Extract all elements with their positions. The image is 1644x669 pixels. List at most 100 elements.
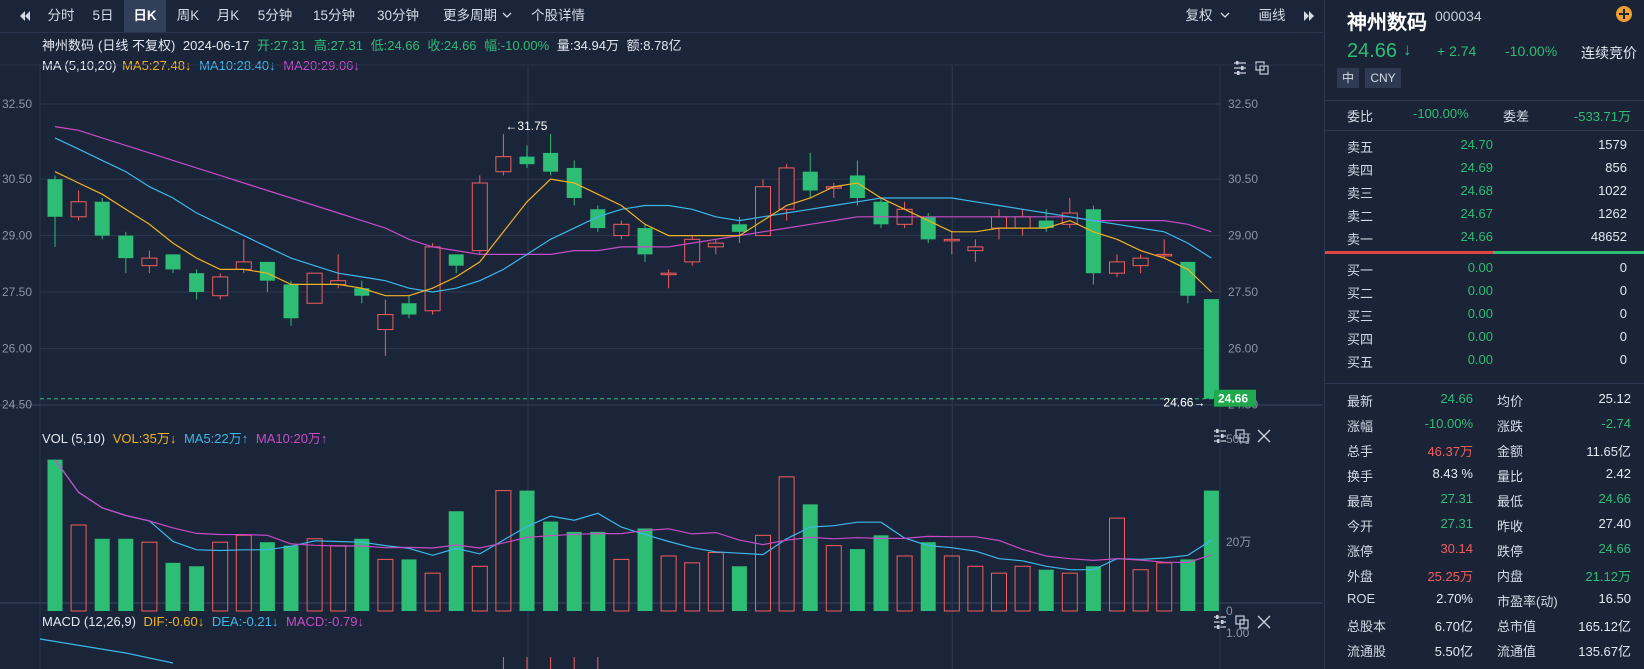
stat-value: 27.40 bbox=[1598, 516, 1631, 531]
candle-body-down bbox=[1203, 299, 1219, 399]
stat-row: 今开 27.31 昨收 27.40 bbox=[1325, 516, 1644, 538]
close-icon[interactable] bbox=[1257, 429, 1271, 443]
volume-bar-down bbox=[873, 535, 889, 611]
panel-stock-code: 000034 bbox=[1435, 8, 1482, 24]
ma20-line bbox=[54, 126, 1212, 255]
volume-bar-down bbox=[165, 562, 181, 611]
ask-row[interactable]: 卖三 24.68 1022 bbox=[1325, 183, 1644, 205]
volume-bar-up bbox=[943, 555, 960, 612]
ask-row[interactable]: 卖五 24.70 1579 bbox=[1325, 137, 1644, 159]
volume-bar-up bbox=[1109, 517, 1125, 612]
volume-bar-down bbox=[94, 538, 110, 611]
volume-bar-up bbox=[613, 558, 630, 612]
low-price-marker: 24.66→ bbox=[1163, 396, 1205, 410]
vol-legend-label: VOL (5,10) bbox=[42, 431, 106, 446]
bid-price: 0.00 bbox=[1467, 306, 1493, 321]
draw-line-button[interactable]: 画线 bbox=[1258, 8, 1286, 23]
main-pane-tools bbox=[1234, 61, 1269, 75]
switch-indicator-icon[interactable] bbox=[1235, 615, 1249, 629]
tag-zhong[interactable]: 中 bbox=[1337, 68, 1359, 88]
tab-fenshi[interactable]: 分时 bbox=[47, 8, 75, 23]
candle-body-down bbox=[118, 235, 134, 259]
ask-row[interactable]: 卖四 24.69 856 bbox=[1325, 160, 1644, 182]
kline-chart[interactable]: 32.50 32.50 30.50 30.50 29.00 29.00 27.50 27.50… bbox=[0, 33, 1323, 669]
chevron-down-icon bbox=[502, 12, 512, 18]
price-axis-label-right: 27.50 bbox=[1228, 285, 1258, 299]
stat-value: 2.42 bbox=[1605, 466, 1631, 481]
volume-bar-up bbox=[755, 534, 771, 612]
price-axis-label-right: 26.00 bbox=[1228, 341, 1258, 355]
tab-daily-k[interactable]: 日K bbox=[124, 0, 166, 32]
volume-bar-up bbox=[424, 572, 441, 612]
bid-row[interactable]: 买五 0.00 0 bbox=[1325, 352, 1644, 374]
stat-label: 均价 bbox=[1497, 394, 1524, 409]
vol-ma5-legend: MA5:22万↑ bbox=[183, 431, 249, 446]
stat-label: 总市值 bbox=[1497, 619, 1537, 634]
period-toolbar: 分时 5日 日K 周K 月K 5分钟 15分钟 30分钟 更多周期 个股详情 复… bbox=[0, 0, 1323, 33]
volume-bar-down bbox=[47, 459, 63, 611]
vol-axis-label: 0 bbox=[1226, 604, 1233, 618]
ask-divider-red bbox=[1325, 251, 1493, 254]
bid-volume: 0 bbox=[1619, 283, 1627, 298]
bid-level-label: 买四 bbox=[1347, 332, 1374, 347]
stock-detail-tab[interactable]: 个股详情 bbox=[531, 8, 585, 23]
candle-body-up bbox=[684, 238, 701, 263]
bid-row[interactable]: 买四 0.00 0 bbox=[1325, 329, 1644, 351]
macd-axis-label: 1.00 bbox=[1226, 626, 1250, 640]
close-icon[interactable] bbox=[1257, 615, 1271, 629]
candle-body-down bbox=[1038, 220, 1054, 229]
volume-bar-up bbox=[330, 545, 347, 612]
bid-row[interactable]: 买二 0.00 0 bbox=[1325, 283, 1644, 305]
tab-weekly-k[interactable]: 周K bbox=[176, 8, 200, 23]
fuquan-dropdown[interactable]: 复权 bbox=[1185, 8, 1213, 23]
ask-row[interactable]: 卖一 24.66 48652 bbox=[1325, 229, 1644, 251]
bid-row[interactable]: 买三 0.00 0 bbox=[1325, 306, 1644, 328]
settings-sliders-icon[interactable] bbox=[1234, 61, 1246, 75]
tab-monthly-k[interactable]: 月K bbox=[216, 8, 240, 23]
volume-bar-down bbox=[566, 531, 582, 611]
volume-bar-down bbox=[543, 521, 559, 611]
dea-legend: DEA:-0.21↓ bbox=[211, 614, 279, 629]
candle-body-down bbox=[401, 303, 417, 315]
switch-indicator-icon[interactable] bbox=[1255, 61, 1269, 75]
ask-volume: 1262 bbox=[1598, 206, 1627, 221]
volume-bar-down bbox=[637, 528, 653, 611]
stat-value: 24.66 bbox=[1598, 491, 1631, 506]
open-value: 开:27.31 bbox=[257, 38, 307, 53]
candle-body-down bbox=[47, 179, 63, 217]
tag-cny[interactable]: CNY bbox=[1365, 68, 1401, 88]
next-arrow-icon[interactable] bbox=[1302, 8, 1318, 24]
stat-label: 流通股 bbox=[1347, 644, 1387, 659]
price-axis-label-left: 30.50 bbox=[2, 172, 32, 186]
stat-row: 涨停 30.14 跌停 24.66 bbox=[1325, 541, 1644, 563]
more-periods-dropdown[interactable]: 更多周期 bbox=[443, 8, 497, 23]
ohlc-info-line: 神州数码 (日线 不复权) 2024-06-17 开:27.31 高:27.31 … bbox=[42, 35, 686, 54]
macd-value-legend: MACD:-0.79↓ bbox=[285, 614, 364, 629]
close-value: 收:24.66 bbox=[427, 38, 477, 53]
stat-row: 总手 46.37万 金额 11.65亿 bbox=[1325, 441, 1644, 463]
ask-price: 24.66 bbox=[1460, 229, 1493, 244]
candle-body-up bbox=[778, 167, 795, 210]
candle-body-up bbox=[1156, 253, 1173, 257]
stat-value: 25.25万 bbox=[1427, 569, 1473, 584]
stat-label: 流通值 bbox=[1497, 644, 1537, 659]
ask-row[interactable]: 卖二 24.67 1262 bbox=[1325, 206, 1644, 228]
stat-value: 24.66 bbox=[1598, 541, 1631, 556]
add-watchlist-icon[interactable] bbox=[1615, 5, 1633, 23]
bid-level-label: 买三 bbox=[1347, 309, 1374, 324]
candle-body-down bbox=[637, 228, 653, 255]
prev-arrow-icon[interactable] bbox=[16, 8, 32, 24]
switch-indicator-icon[interactable] bbox=[1235, 429, 1249, 443]
vol-axis-label: 50万 bbox=[1226, 432, 1251, 446]
bid-level-label: 买一 bbox=[1347, 263, 1374, 278]
tab-5min[interactable]: 5分钟 bbox=[257, 8, 293, 23]
price-axis-label-left: 32.50 bbox=[2, 97, 32, 111]
stat-value: 6.70亿 bbox=[1434, 619, 1473, 634]
volume-value: 量:34.94万 bbox=[556, 38, 619, 53]
tab-30min[interactable]: 30分钟 bbox=[376, 8, 420, 23]
tab-5day[interactable]: 5日 bbox=[92, 8, 114, 23]
bid-row[interactable]: 买一 0.00 0 bbox=[1325, 260, 1644, 282]
tab-15min[interactable]: 15分钟 bbox=[312, 8, 356, 23]
ask-price: 24.68 bbox=[1460, 183, 1493, 198]
candle-body-up bbox=[660, 272, 677, 276]
